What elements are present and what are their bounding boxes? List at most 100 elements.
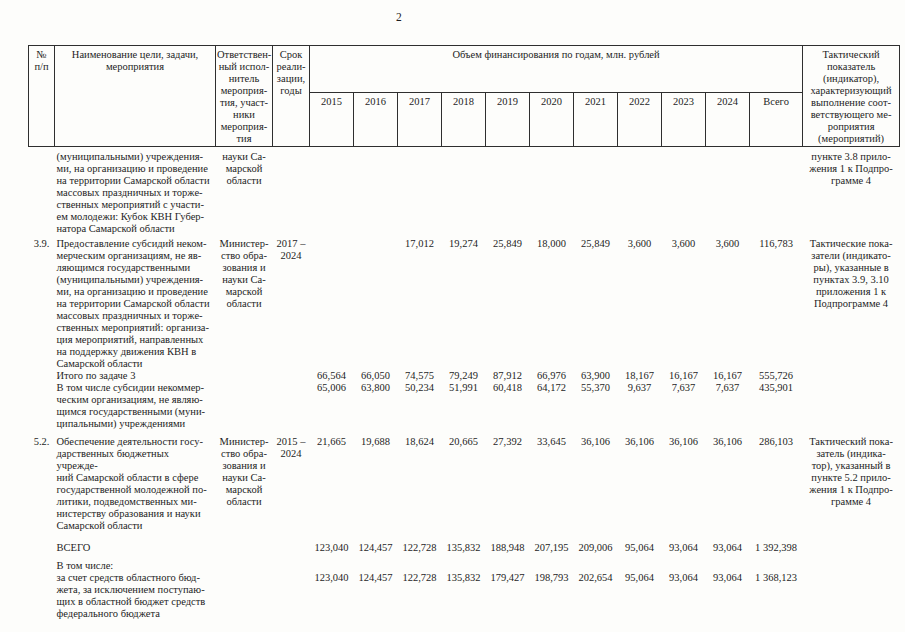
num-cell: 5.2. [29,430,55,532]
col-header-2016: 2016 [354,92,398,146]
value-2020: 18,000 [530,235,574,370]
value-2018: 19,274 [442,235,486,370]
responsible-cell: науки Са- марской области [216,147,273,236]
value-2015 [310,147,354,236]
num-cell [29,370,55,382]
value-2019: 25,849 [486,235,530,370]
value-2015: 123,040 [310,532,354,554]
responsible-cell [216,554,273,572]
header-row-main: № п/п Наименование цели, задачи, меропри… [29,46,900,93]
value-2020: 33,645 [530,430,574,532]
value-2015: 66,564 [310,370,354,382]
value-2020: 207,195 [530,532,574,554]
term-cell [273,532,310,554]
value-2018: 79,249 [442,370,486,382]
value-2019: 188,948 [486,532,530,554]
value-2024 [706,147,750,236]
num-cell [29,382,55,430]
term-cell: 2015 – 2024 [273,430,310,532]
name-cell: за счет средств областного бюд- жета, за… [55,572,216,620]
value-2016 [354,554,398,572]
table-row-3-8-continued: (муниципальными) учреждения- ми, на орга… [29,147,900,236]
value-2023: 3,600 [662,235,706,370]
table-row-grand-total: ВСЕГО 123,040 124,457 122,728 135,832 18… [29,532,900,554]
num-cell [29,532,55,554]
term-cell [273,554,310,572]
value-2023: 93,064 [662,572,706,620]
page-number: 2 [396,11,402,23]
responsible-cell [216,382,273,430]
value-2021: 202,654 [574,572,618,620]
value-total: 555,726 [750,370,803,382]
value-2024: 7,637 [706,382,750,430]
value-2015 [310,235,354,370]
value-2024: 93,064 [706,572,750,620]
value-2024 [706,554,750,572]
value-2017: 122,728 [398,532,442,554]
col-header-financing: Объем финансирования по годам, млн. рубл… [310,46,803,93]
value-2019 [486,147,530,236]
value-2021: 25,849 [574,235,618,370]
num-cell [29,147,55,236]
table-row-5-2: 5.2. Обеспечение деятельности госу- дарс… [29,430,900,532]
col-header-2021: 2021 [574,92,618,146]
value-2019 [486,554,530,572]
value-2023: 93,064 [662,532,706,554]
col-header-2020: 2020 [530,92,574,146]
tactical-cell: пункте 3.8 прило- жения 1 к Подпро- грам… [803,147,900,236]
value-2017: 122,728 [398,572,442,620]
tactical-cell [803,370,900,382]
value-2021: 55,370 [574,382,618,430]
value-total: 116,783 [750,235,803,370]
value-2021: 36,106 [574,430,618,532]
col-header-2019: 2019 [486,92,530,146]
table-header: № п/п Наименование цели, задачи, меропри… [29,46,900,147]
value-2021 [574,554,618,572]
term-cell [273,370,310,382]
value-2016: 63,800 [354,382,398,430]
financing-table: № п/п Наименование цели, задачи, меропри… [28,45,900,620]
value-total: 1 368,123 [750,572,803,620]
value-2022 [618,554,662,572]
value-2022: 36,106 [618,430,662,532]
value-2023: 36,106 [662,430,706,532]
value-2019: 27,392 [486,430,530,532]
value-2022: 18,167 [618,370,662,382]
value-2024: 16,167 [706,370,750,382]
num-cell [29,572,55,620]
table-row-task3-subsidies: В том числе субсидии некоммер- ческим ор… [29,382,900,430]
col-header-2024: 2024 [706,92,750,146]
num-cell [29,554,55,572]
value-2024: 3,600 [706,235,750,370]
tactical-cell [803,532,900,554]
value-2021: 209,006 [574,532,618,554]
name-cell: Предоставление субсидий неком- мерческим… [55,235,216,370]
value-total [750,147,803,236]
col-header-2022: 2022 [618,92,662,146]
value-2018 [442,554,486,572]
value-total: 435,901 [750,382,803,430]
col-header-2017: 2017 [398,92,442,146]
value-2020 [530,554,574,572]
value-2019: 179,427 [486,572,530,620]
tactical-cell: Тактический пока- затель (индика- тор), … [803,430,900,532]
value-2017: 74,575 [398,370,442,382]
value-2019: 60,418 [486,382,530,430]
value-2020: 198,793 [530,572,574,620]
value-2024: 93,064 [706,532,750,554]
value-2016: 124,457 [354,532,398,554]
value-2018: 51,991 [442,382,486,430]
value-2015: 123,040 [310,572,354,620]
tactical-cell [803,554,900,572]
term-cell [273,147,310,236]
value-total: 1 392,398 [750,532,803,554]
value-2016: 124,457 [354,572,398,620]
value-total [750,554,803,572]
responsible-cell [216,370,273,382]
value-2017: 18,624 [398,430,442,532]
name-cell: ВСЕГО [55,532,216,554]
value-2019: 87,912 [486,370,530,382]
col-header-tactical: Тактический показатель (индикатор), хара… [803,46,900,147]
col-header-2023: 2023 [662,92,706,146]
tactical-cell [803,382,900,430]
